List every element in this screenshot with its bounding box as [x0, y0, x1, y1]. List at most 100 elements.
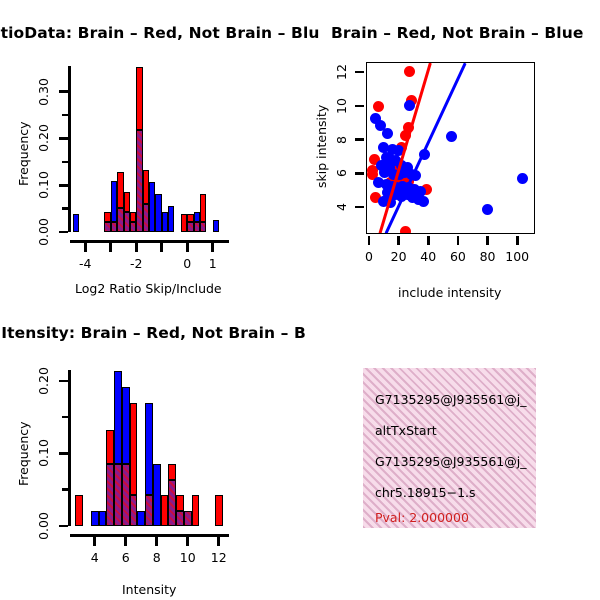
scatter-point-brain [404, 65, 416, 77]
axis-tick-label: 10 [334, 97, 349, 114]
histogram-bar-brain [136, 67, 143, 131]
scatter-point-brain [420, 183, 432, 195]
gene-intensity-plot-area [70, 370, 228, 526]
histogram-bar-brain [191, 494, 200, 526]
scatter-point-brain [400, 226, 412, 233]
axis-tick [185, 243, 189, 252]
scatter-point-brain [403, 121, 414, 133]
scatter-point-not-brain [389, 189, 401, 201]
histogram-bar-not-brain [114, 371, 122, 464]
axis-tick-label: 0.00 [36, 218, 51, 246]
histogram-bar-not-brain [98, 510, 107, 526]
axis-tick [355, 138, 364, 141]
histogram-bar-brain [129, 402, 138, 495]
scatter-point-not-brain [373, 177, 385, 189]
axis-tick-label: 12 [210, 550, 227, 565]
scatter-point-not-brain [410, 170, 422, 182]
axis-tick [355, 171, 364, 175]
histogram-bar-not-brain [155, 193, 162, 232]
histogram-bar-overlap [129, 494, 138, 526]
histogram-bar-brain [106, 429, 115, 464]
axis-tick [355, 205, 364, 209]
scatter-ylabel: skip intensity [314, 104, 329, 188]
axis-tick-label: 60 [449, 249, 466, 264]
axis-tick-label: 12 [334, 64, 349, 81]
gene-intensity-ylabel: Frequency [16, 421, 31, 486]
axis-tick-label: 0.10 [36, 439, 51, 468]
axis-tick [59, 524, 68, 528]
axis-tick-label: 80 [479, 249, 496, 264]
panel-ratio-histogram: RatioData: Brain – Red, Not Brain – Blu … [0, 0, 319, 300]
axis-tick [367, 236, 371, 245]
scatter-point-not-brain [404, 99, 416, 111]
histogram-bar-overlap [187, 222, 194, 232]
histogram-bar-brain [180, 213, 188, 232]
axis-tick [62, 488, 68, 491]
axis-tick [426, 236, 430, 245]
histogram-bar-brain [160, 494, 169, 526]
annotation-line-pval: Pval: 2.000000 [375, 510, 469, 525]
histogram-bar-not-brain [110, 180, 118, 223]
scatter-point-not-brain [389, 155, 401, 167]
panel-intensity-scatter: Brain – Red, Not Brain – Blue include in… [300, 0, 600, 300]
histogram-bar-brain [104, 211, 111, 223]
scatter-point-not-brain [377, 141, 389, 153]
axis-tick [62, 207, 68, 210]
histogram-bar-not-brain [168, 206, 175, 232]
histogram-bar-overlap [106, 463, 115, 526]
scatter-point-not-brain [391, 182, 403, 194]
scatter-point-not-brain [382, 187, 394, 199]
axis-tick [355, 70, 364, 74]
scatter-xlabel: include intensity [398, 285, 502, 300]
axis-tick-label: 0.20 [36, 366, 51, 395]
scatter-point-not-brain [446, 130, 457, 142]
axis-tick [211, 243, 214, 252]
ratio-y-axis [68, 66, 71, 232]
axis-tick [59, 230, 68, 234]
axis-tick-label: 0 [183, 256, 192, 271]
scatter-point-brain [373, 101, 385, 113]
scatter-point-not-brain [419, 148, 431, 160]
histogram-bar-not-brain [137, 510, 146, 526]
axis-tick [83, 243, 87, 252]
scatter-plot-area [366, 62, 535, 234]
annotation-line-coordinate: chr5.18915−1.s [375, 485, 476, 500]
axis-tick-label: 8 [334, 135, 349, 144]
gene-intensity-xlabel: Intensity [122, 582, 177, 597]
axis-tick-label: 1 [208, 256, 217, 271]
gene-intensity-x-axis [70, 534, 229, 537]
histogram-bar-overlap [193, 222, 200, 232]
axis-tick [160, 243, 164, 252]
axis-tick [486, 236, 489, 245]
scatter-point-not-brain [417, 195, 429, 207]
annotation-panel: G7135295@J935561@j_ altTxStart G7135295@… [363, 368, 536, 528]
histogram-bar-not-brain [90, 510, 99, 526]
axis-tick-label: 0 [364, 249, 373, 264]
histogram-bar-not-brain [145, 402, 153, 495]
histogram-bar-overlap [176, 510, 184, 526]
histogram-bar-overlap [183, 510, 192, 526]
scatter-point-not-brain [517, 173, 529, 184]
histogram-bar-overlap [114, 463, 122, 526]
histogram-bar-not-brain [161, 211, 169, 232]
axis-tick-label: -2 [130, 256, 143, 271]
histogram-bar-brain [176, 494, 184, 511]
histogram-bar-brain [168, 463, 177, 480]
histogram-bar-not-brain [193, 211, 200, 223]
axis-tick [186, 537, 190, 546]
axis-tick [59, 183, 68, 187]
scatter-point-not-brain [383, 162, 395, 174]
histogram-bar-brain [214, 494, 223, 526]
axis-tick-label: 0.30 [36, 77, 51, 106]
axis-tick [217, 537, 220, 546]
histogram-bar-brain [129, 211, 137, 223]
scatter-point-not-brain [401, 189, 413, 201]
axis-tick-label: 6 [121, 550, 130, 565]
histogram-bar-overlap [136, 130, 143, 232]
histogram-bar-brain [187, 213, 194, 223]
axis-tick [109, 243, 113, 252]
scatter-point-brain [400, 130, 412, 141]
scatter-point-not-brain [407, 192, 419, 204]
scatter-point-not-brain [397, 180, 409, 192]
axis-tick [155, 537, 159, 546]
